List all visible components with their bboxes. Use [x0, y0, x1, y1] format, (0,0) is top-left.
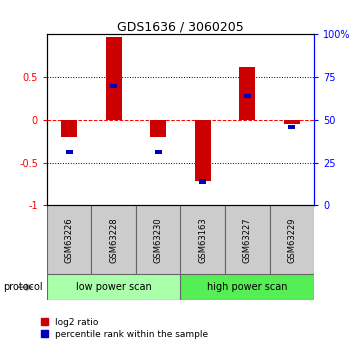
Text: GSM63228: GSM63228 — [109, 217, 118, 263]
Bar — [239, 67, 255, 120]
Text: low power scan: low power scan — [76, 282, 152, 292]
Text: GSM63229: GSM63229 — [287, 217, 296, 263]
Bar — [47, 205, 91, 274]
Bar — [136, 205, 180, 274]
Bar — [244, 94, 251, 98]
Bar — [180, 274, 314, 300]
Bar — [110, 83, 117, 88]
Bar — [91, 205, 136, 274]
Bar — [66, 150, 73, 155]
Bar — [180, 205, 225, 274]
Bar — [47, 274, 180, 300]
Text: protocol: protocol — [4, 282, 43, 292]
Bar — [225, 205, 270, 274]
Bar — [106, 37, 122, 120]
Bar — [195, 120, 210, 181]
Bar — [155, 150, 162, 155]
Bar — [199, 179, 206, 184]
Bar — [270, 205, 314, 274]
Bar — [151, 120, 166, 137]
Text: high power scan: high power scan — [207, 282, 287, 292]
Text: GSM63163: GSM63163 — [198, 217, 207, 263]
Text: GSM63226: GSM63226 — [65, 217, 74, 263]
Text: GSM63227: GSM63227 — [243, 217, 252, 263]
Bar — [284, 120, 300, 124]
Legend: log2 ratio, percentile rank within the sample: log2 ratio, percentile rank within the s… — [41, 318, 208, 339]
Bar — [288, 125, 295, 129]
Bar — [61, 120, 77, 137]
Title: GDS1636 / 3060205: GDS1636 / 3060205 — [117, 20, 244, 33]
Text: GSM63230: GSM63230 — [154, 217, 163, 263]
